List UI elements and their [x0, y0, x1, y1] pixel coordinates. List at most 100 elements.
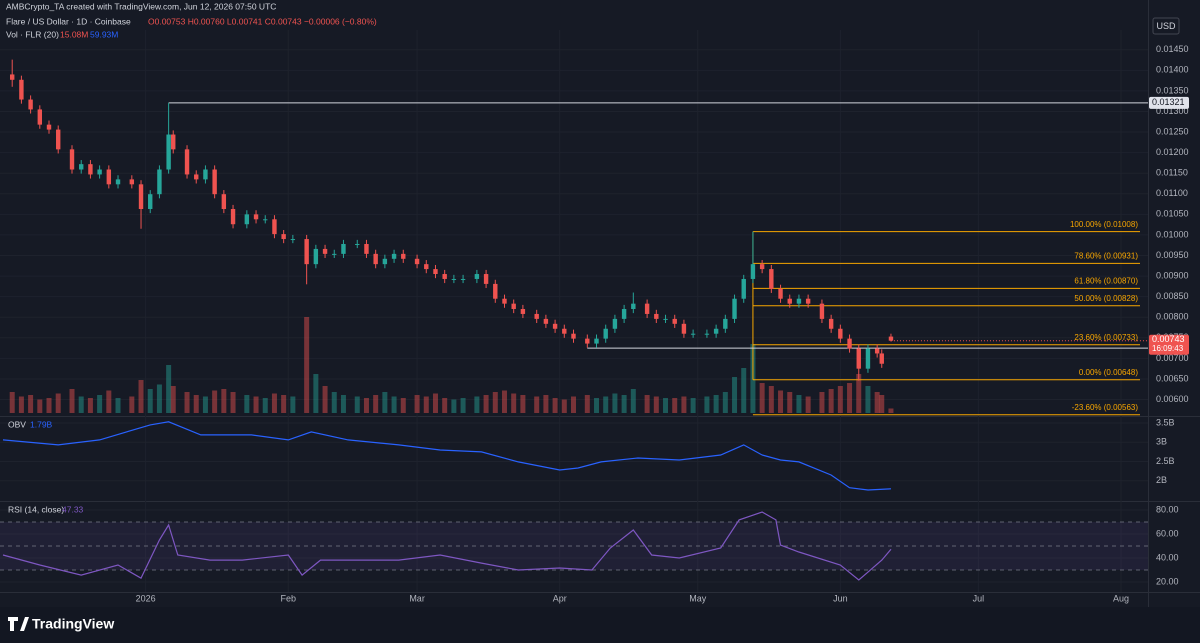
currency[interactable]: USD — [1156, 21, 1176, 31]
volume-bar — [354, 396, 360, 413]
volume-bar — [492, 392, 498, 413]
candle-body — [171, 134, 176, 150]
candle-body — [621, 309, 627, 319]
volume-bar — [230, 392, 236, 413]
volume-bar — [681, 396, 687, 413]
volume-bar — [888, 408, 894, 413]
fib-label: 0.00% (0.00648) — [1079, 368, 1138, 377]
x-tick-label: Mar — [409, 593, 425, 603]
volume-bar — [865, 386, 871, 413]
volume-bar — [594, 398, 600, 413]
volume-bar — [704, 396, 710, 413]
volume-bar — [768, 386, 774, 413]
volume-bar — [741, 368, 747, 413]
y-tick-label: 0.00950 — [1156, 250, 1189, 260]
currency-box[interactable] — [1152, 17, 1180, 35]
x-tick-label: Feb — [280, 593, 296, 603]
fib-label: 78.60% (0.00931) — [1074, 251, 1138, 260]
candle-body — [401, 253, 406, 259]
volume-bar — [612, 393, 618, 413]
volume-bar — [713, 395, 719, 413]
volume-bar — [653, 396, 659, 413]
candle-body — [778, 288, 783, 299]
volume-bar — [9, 392, 15, 413]
volume-bar — [501, 390, 507, 413]
candle-body — [571, 333, 576, 339]
volume-bar — [483, 395, 489, 413]
y-tick-label: 0.01450 — [1156, 44, 1189, 54]
volume-bar — [584, 395, 590, 413]
indicator-line — [2, 421, 892, 491]
volume-bar — [244, 395, 250, 413]
candle-body — [244, 214, 250, 225]
price-label: 0.01321 — [1152, 97, 1185, 107]
candle-body — [56, 129, 61, 150]
volume-bar — [663, 398, 669, 413]
volume-bar — [28, 395, 34, 413]
candle-body — [612, 318, 618, 329]
candle-body — [230, 209, 236, 225]
volume-bar — [363, 398, 369, 413]
candle-body — [414, 258, 420, 265]
volume-bar — [78, 396, 84, 413]
y-tick-label: 0.00600 — [1156, 394, 1189, 404]
candle-body — [221, 194, 227, 210]
candle-body — [212, 169, 217, 195]
volume-bar — [221, 389, 227, 413]
candle-body — [46, 124, 52, 130]
candle-body — [874, 348, 880, 354]
volume-bar — [97, 395, 103, 413]
candle-body — [79, 164, 84, 170]
candle-body — [723, 318, 728, 329]
volume-bar — [331, 392, 337, 413]
volume-bar — [796, 395, 802, 413]
volume-bar — [879, 395, 885, 413]
volume-bar — [400, 398, 406, 413]
candle-body — [355, 243, 360, 245]
volume-bar — [534, 396, 540, 413]
volume-ma: 59.93M — [90, 29, 118, 39]
x-tick-label: Apr — [553, 593, 567, 603]
last-price-box — [1149, 334, 1189, 355]
volume-bar — [432, 393, 438, 413]
candle-body — [424, 264, 429, 270]
volume-bar — [874, 392, 880, 413]
candle-body — [672, 318, 677, 324]
candle-body — [19, 79, 24, 100]
candle-body — [382, 258, 388, 265]
volume-bar — [87, 398, 93, 413]
volume-bar — [543, 395, 549, 413]
candle-body — [253, 214, 259, 220]
y-tick-label: 0.00650 — [1156, 373, 1189, 383]
fib-label: 61.80% (0.00870) — [1074, 277, 1138, 286]
volume-bar — [271, 393, 277, 413]
candle-body — [750, 264, 756, 279]
price-label-box — [1149, 96, 1189, 109]
y-tick-label: 0.01050 — [1156, 209, 1189, 219]
y-tick-label: 2B — [1156, 475, 1167, 485]
candle-body — [97, 169, 102, 175]
volume-bar — [819, 392, 825, 413]
candle-body — [364, 243, 369, 254]
candle-body — [847, 338, 852, 349]
candle-body — [562, 328, 567, 334]
y-tick-label: 3B — [1156, 437, 1167, 447]
candle-body — [534, 313, 539, 319]
volume-bar — [644, 395, 650, 413]
candle-body — [663, 318, 668, 320]
candle-body — [88, 164, 93, 175]
last-price-label: 0.00743 — [1152, 334, 1185, 344]
y-tick-label: 0.01250 — [1156, 126, 1189, 136]
y-tick-label: 0.01000 — [1156, 229, 1189, 239]
y-tick-label: 0.00700 — [1156, 353, 1189, 363]
volume-bar — [115, 398, 121, 413]
candle-body — [594, 338, 599, 344]
volume-bar — [778, 390, 784, 413]
fib-label: -23.60% (0.00563) — [1072, 403, 1139, 412]
candle-body — [391, 253, 397, 259]
volume-bar — [193, 395, 199, 413]
volume-bar — [382, 392, 388, 413]
candle-body — [28, 99, 33, 110]
candle-body — [713, 328, 719, 334]
candle-body — [442, 274, 447, 279]
